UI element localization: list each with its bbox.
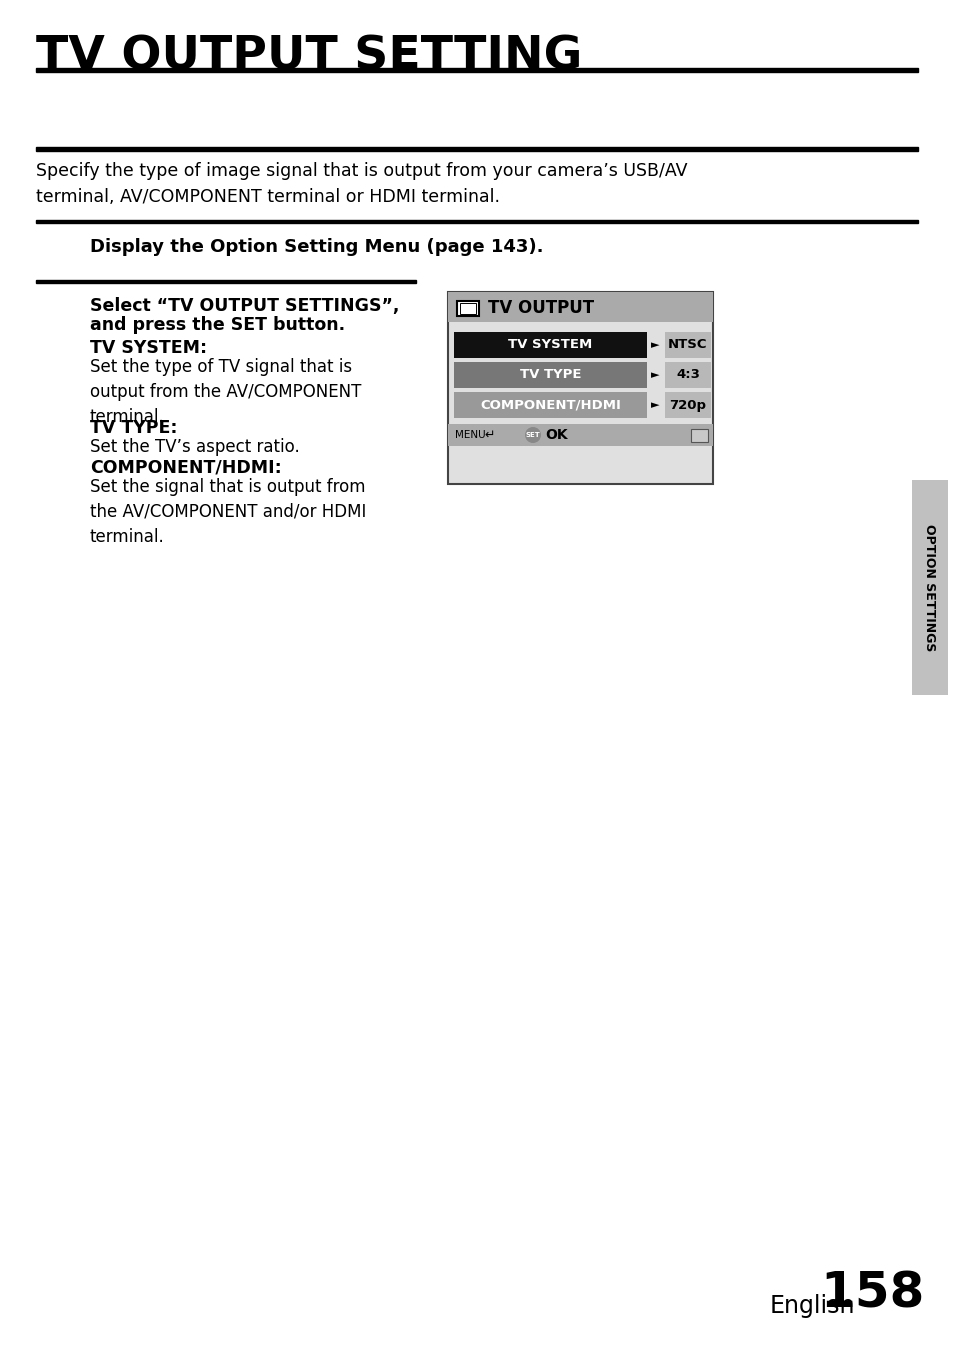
Text: SET: SET <box>525 432 539 437</box>
Text: Display the Option Setting Menu (page 143).: Display the Option Setting Menu (page 14… <box>90 238 543 256</box>
Bar <box>911 481 947 695</box>
Bar <box>454 362 646 387</box>
Text: OK: OK <box>544 428 567 441</box>
Bar <box>454 392 646 418</box>
Text: TV OUTPUT: TV OUTPUT <box>488 298 594 317</box>
Bar <box>448 292 712 485</box>
Text: TV TYPE:: TV TYPE: <box>90 418 177 437</box>
Bar <box>448 424 712 446</box>
Text: MENU: MENU <box>455 431 485 440</box>
Text: Set the type of TV signal that is
output from the AV/COMPONENT
terminal.: Set the type of TV signal that is output… <box>90 358 361 427</box>
Bar <box>690 429 707 441</box>
Bar <box>459 302 476 315</box>
Text: and press the SET button.: and press the SET button. <box>90 316 345 333</box>
Text: 158: 158 <box>820 1270 923 1318</box>
Text: TV OUTPUT SETTING: TV OUTPUT SETTING <box>36 35 581 80</box>
Text: TV TYPE: TV TYPE <box>519 369 580 382</box>
Text: 720p: 720p <box>669 398 706 412</box>
Text: COMPONENT/HDMI: COMPONENT/HDMI <box>479 398 620 412</box>
Bar <box>36 220 917 223</box>
Bar <box>36 68 917 72</box>
Bar <box>448 292 712 323</box>
Text: Select “TV OUTPUT SETTINGS”,: Select “TV OUTPUT SETTINGS”, <box>90 297 399 315</box>
Bar <box>454 332 646 358</box>
Bar <box>664 392 710 418</box>
Text: ↵: ↵ <box>483 428 494 441</box>
Text: NTSC: NTSC <box>667 339 707 351</box>
Text: TV SYSTEM:: TV SYSTEM: <box>90 339 207 356</box>
Text: Set the signal that is output from
the AV/COMPONENT and/or HDMI
terminal.: Set the signal that is output from the A… <box>90 478 366 545</box>
Text: 4:3: 4:3 <box>676 369 700 382</box>
Text: Set the TV’s aspect ratio.: Set the TV’s aspect ratio. <box>90 437 299 456</box>
Text: ►: ► <box>650 340 659 350</box>
Text: Specify the type of image signal that is output from your camera’s USB/AV
termin: Specify the type of image signal that is… <box>36 162 687 205</box>
Bar <box>36 279 416 284</box>
Bar <box>456 301 478 316</box>
Text: English: English <box>769 1295 855 1318</box>
Bar <box>664 332 710 358</box>
Bar <box>36 147 917 151</box>
Bar <box>664 362 710 387</box>
Text: ►: ► <box>650 370 659 379</box>
Text: TV SYSTEM: TV SYSTEM <box>508 339 592 351</box>
Circle shape <box>524 427 540 443</box>
Text: OPTION SETTINGS: OPTION SETTINGS <box>923 524 936 651</box>
Text: COMPONENT/HDMI:: COMPONENT/HDMI: <box>90 459 281 477</box>
Text: ►: ► <box>650 400 659 410</box>
